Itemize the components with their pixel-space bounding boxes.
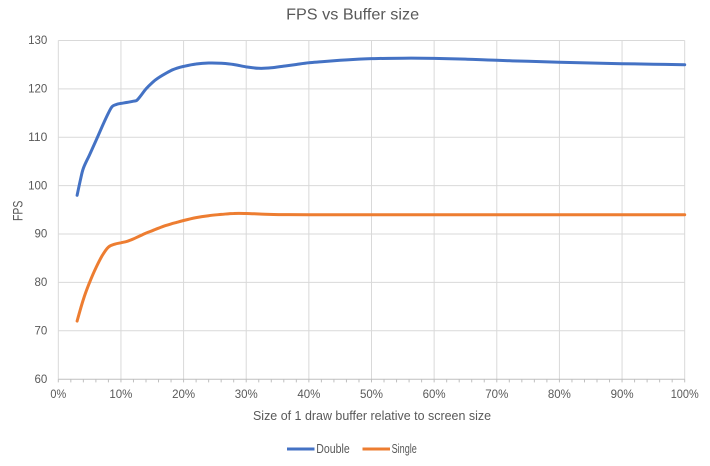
svg-text:Double: Double xyxy=(316,442,349,456)
svg-text:80%: 80% xyxy=(548,389,571,401)
svg-text:90%: 90% xyxy=(611,389,634,401)
svg-text:70%: 70% xyxy=(485,389,508,401)
svg-text:80: 80 xyxy=(35,277,48,289)
svg-text:50%: 50% xyxy=(360,389,383,401)
svg-text:110: 110 xyxy=(28,132,47,144)
svg-text:10%: 10% xyxy=(109,389,132,401)
svg-text:70: 70 xyxy=(35,325,48,337)
svg-text:30%: 30% xyxy=(235,389,258,401)
svg-text:90: 90 xyxy=(35,229,48,241)
svg-text:60%: 60% xyxy=(423,389,446,401)
svg-text:120: 120 xyxy=(28,84,47,96)
svg-text:FPS vs Buffer size: FPS vs Buffer size xyxy=(286,6,419,23)
svg-text:60: 60 xyxy=(35,374,48,386)
svg-text:FPS: FPS xyxy=(10,201,25,221)
svg-text:100%: 100% xyxy=(671,389,699,401)
svg-text:40%: 40% xyxy=(297,389,320,401)
svg-text:100: 100 xyxy=(28,180,47,192)
svg-text:130: 130 xyxy=(28,35,47,47)
svg-text:Size of 1 draw buffer relative: Size of 1 draw buffer relative to screen… xyxy=(253,408,491,423)
svg-text:20%: 20% xyxy=(172,389,195,401)
svg-text:Single: Single xyxy=(392,442,417,456)
svg-text:0%: 0% xyxy=(50,389,66,401)
